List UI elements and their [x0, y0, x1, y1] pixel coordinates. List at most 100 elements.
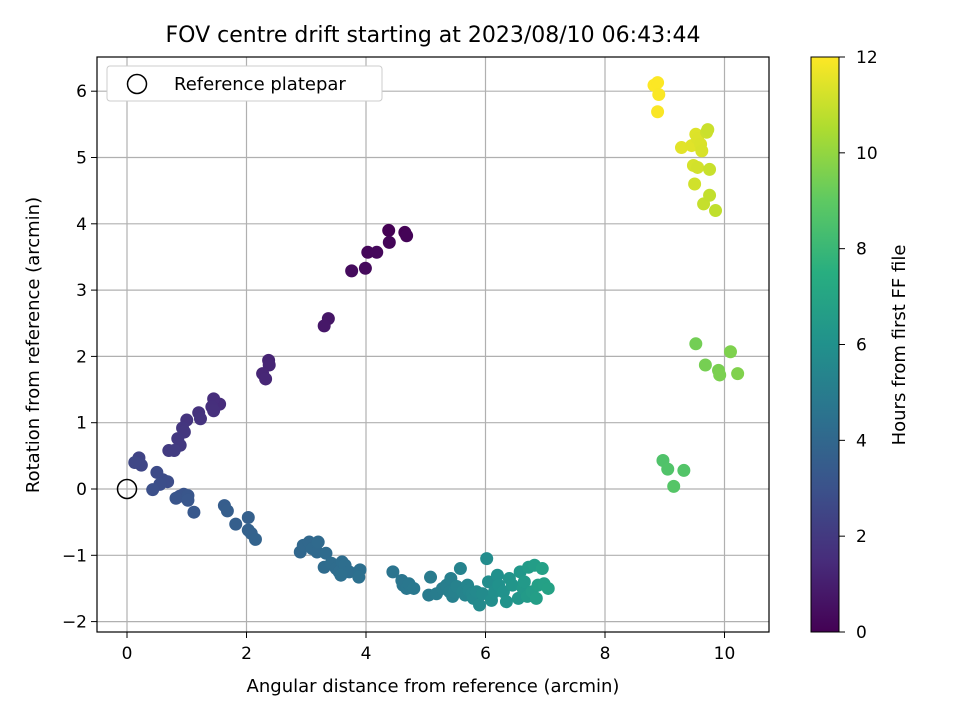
- y-tick-label: 2: [76, 347, 87, 367]
- data-point: [667, 479, 681, 493]
- colorbar-tick-label: 4: [856, 431, 867, 451]
- data-point: [517, 575, 531, 589]
- plot-frame: [96, 56, 770, 633]
- colorbar-label: Hours from first FF file: [889, 245, 910, 446]
- colorbar-tick-label: 8: [856, 240, 867, 260]
- colorbar-tick-label: 12: [856, 48, 878, 68]
- data-point: [661, 462, 675, 476]
- legend-box: [106, 65, 383, 102]
- data-point: [652, 88, 666, 102]
- data-point: [480, 552, 494, 566]
- data-point: [691, 160, 705, 174]
- data-point: [496, 585, 510, 599]
- data-point: [207, 404, 221, 418]
- data-point: [229, 517, 243, 531]
- data-point: [535, 562, 549, 576]
- x-tick-label: 10: [714, 644, 736, 664]
- data-point: [386, 565, 400, 579]
- data-point: [311, 535, 325, 549]
- data-point: [345, 264, 359, 278]
- x-tick-label: 2: [241, 644, 252, 664]
- data-point: [319, 546, 333, 560]
- data-point: [361, 245, 375, 259]
- data-point: [382, 223, 396, 237]
- data-point: [181, 493, 195, 507]
- x-tick-label: 0: [122, 644, 133, 664]
- colorbar-gradient: [810, 56, 840, 633]
- y-tick-label: 1: [76, 414, 87, 434]
- data-point: [187, 505, 201, 519]
- y-tick-label: −2: [62, 613, 87, 633]
- data-point: [677, 463, 691, 477]
- colorbar-tick-label: 10: [856, 144, 878, 164]
- data-point: [723, 345, 737, 359]
- data-point: [400, 229, 414, 243]
- data-point: [453, 562, 467, 576]
- x-tick-label: 8: [600, 644, 611, 664]
- y-tick-label: 4: [76, 215, 87, 235]
- data-point: [370, 245, 384, 259]
- data-point: [334, 568, 348, 582]
- data-point: [731, 367, 745, 381]
- data-point: [703, 188, 717, 202]
- colorbar-tick-label: 0: [856, 623, 867, 643]
- data-point: [651, 105, 665, 119]
- data-point: [220, 504, 234, 518]
- data-point: [499, 595, 513, 609]
- x-tick-label: 4: [361, 644, 372, 664]
- data-point: [695, 144, 709, 158]
- x-axis-ticks: 0 2 4 6 8 10: [122, 632, 736, 664]
- data-point: [698, 358, 712, 372]
- y-tick-label: −1: [62, 546, 87, 566]
- reference-platepar-marker: [116, 478, 138, 500]
- data-point: [248, 532, 262, 546]
- legend: Reference platepar: [106, 65, 383, 102]
- legend-marker-icon: [126, 73, 148, 95]
- data-point: [193, 412, 207, 426]
- data-point: [529, 591, 543, 605]
- data-point: [674, 141, 688, 155]
- data-point: [688, 177, 702, 191]
- data-point: [259, 372, 273, 386]
- data-point: [490, 568, 504, 582]
- data-point: [146, 483, 160, 497]
- data-point: [689, 337, 703, 351]
- data-point: [167, 444, 181, 458]
- data-point: [481, 575, 495, 589]
- y-tick-label: 5: [76, 149, 87, 169]
- y-axis-label: Rotation from reference (arcmin): [23, 197, 44, 493]
- y-tick-label: 3: [76, 281, 87, 301]
- chart-title: FOV centre drift starting at 2023/08/10 …: [166, 23, 701, 48]
- data-point: [505, 578, 519, 592]
- data-point: [169, 491, 183, 505]
- data-point: [701, 123, 715, 137]
- data-point: [473, 598, 487, 612]
- colorbar-tick-label: 6: [856, 336, 867, 356]
- data-point: [541, 581, 555, 595]
- data-point: [241, 511, 255, 525]
- colorbar: 0 2 4 6 8 10 12 Hours from first FF file: [810, 48, 910, 643]
- data-point: [358, 261, 372, 275]
- data-point: [713, 368, 727, 382]
- grid-lines: [97, 57, 769, 632]
- colorbar-tick-label: 2: [856, 527, 867, 547]
- data-point: [317, 319, 331, 333]
- y-axis-ticks: −2 −1 0 1 2 3 4 5 6: [62, 82, 97, 633]
- data-points: [128, 76, 745, 612]
- colorbar-ticks: 0 2 4 6 8 10 12: [839, 48, 878, 643]
- x-tick-label: 6: [480, 644, 491, 664]
- legend-entry-reference-platepar: Reference platepar: [174, 74, 346, 95]
- data-point: [128, 455, 142, 469]
- data-point: [407, 581, 421, 595]
- data-point: [476, 587, 490, 601]
- data-point: [382, 235, 396, 249]
- data-point: [424, 570, 438, 584]
- data-point: [352, 570, 366, 584]
- data-point: [651, 76, 665, 90]
- y-tick-label: 0: [76, 480, 87, 500]
- x-axis-label: Angular distance from reference (arcmin): [247, 676, 620, 697]
- y-tick-label: 6: [76, 82, 87, 102]
- data-point: [709, 204, 723, 218]
- data-point: [703, 162, 717, 176]
